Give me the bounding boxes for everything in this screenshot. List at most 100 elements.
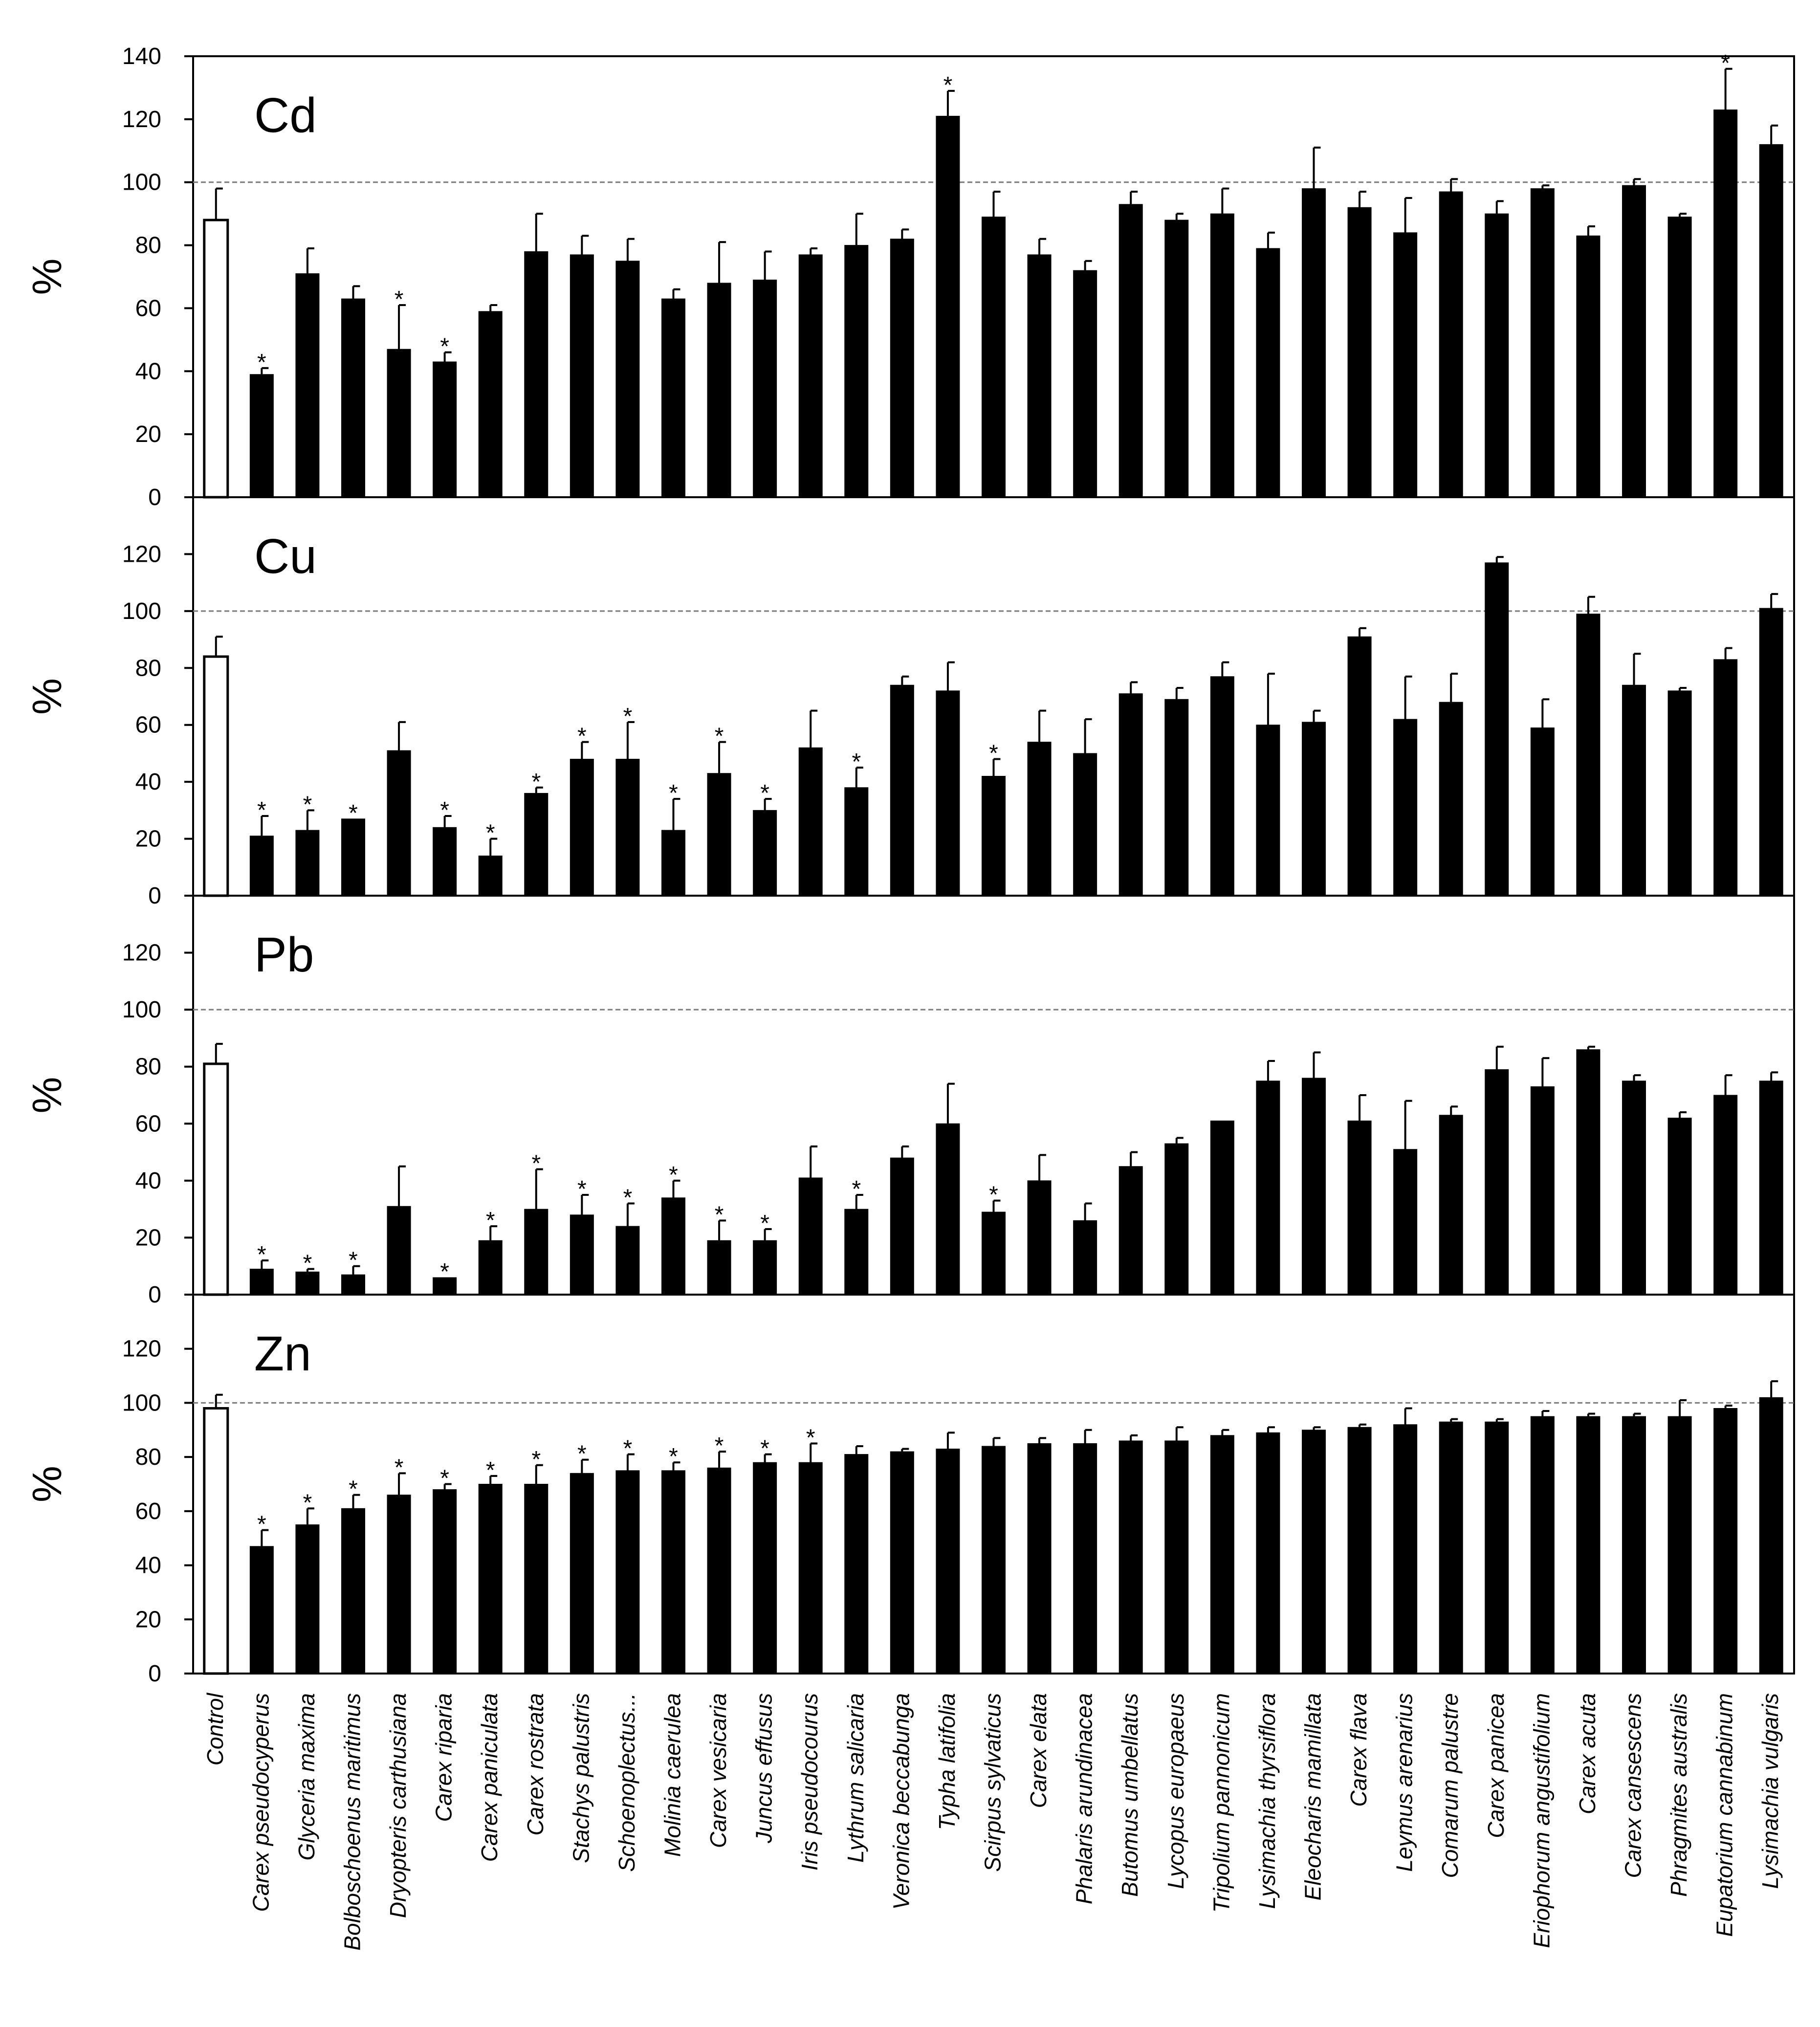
bar-Pb-19 <box>1073 1220 1097 1295</box>
y-tick-label-Zn-20: 20 <box>135 1607 161 1632</box>
significance-marker-Zn-1: * <box>257 1512 266 1538</box>
significance-marker-Cu-6: * <box>486 820 495 846</box>
bar-Pb-31 <box>1622 1080 1646 1295</box>
bar-Zn-4 <box>387 1495 411 1674</box>
significance-marker-Zn-13: * <box>806 1425 815 1451</box>
bar-Pb-15 <box>890 1157 914 1295</box>
category-label-20: Butomus umbellatus <box>1117 1693 1142 1897</box>
bar-Pb-10 <box>661 1197 685 1295</box>
bar-Zn-3 <box>341 1508 365 1674</box>
significance-marker-Cu-3: * <box>349 800 358 826</box>
category-label-22: Tripolium pannonicum <box>1208 1693 1234 1913</box>
bar-Zn-19 <box>1073 1443 1097 1674</box>
category-label-1: Carex pseudocyperus <box>248 1693 273 1912</box>
y-tick-label-Cd-80: 80 <box>135 233 161 259</box>
bar-Cd-29 <box>1530 188 1555 498</box>
bar-Zn-34 <box>1759 1397 1783 1674</box>
bar-Cu-6 <box>478 856 503 896</box>
bar-Cu-32 <box>1667 690 1692 896</box>
significance-marker-Zn-6: * <box>486 1457 495 1483</box>
bar-Zn-15 <box>890 1451 914 1674</box>
bar-Cu-20 <box>1118 693 1143 896</box>
bar-Zn-1 <box>249 1546 274 1674</box>
bar-Zn-24 <box>1302 1430 1326 1674</box>
category-label-15: Veronica beccabunga <box>888 1693 914 1910</box>
bar-Pb-27 <box>1439 1115 1463 1295</box>
significance-marker-Cu-12: * <box>760 780 769 806</box>
bar-Cu-9 <box>615 759 640 896</box>
category-label-12: Juncus effusus <box>751 1693 777 1844</box>
y-tick-label-Cu-40: 40 <box>135 769 161 795</box>
significance-marker-Cd-16: * <box>943 72 953 98</box>
category-label-26: Leymus arenarius <box>1392 1693 1417 1872</box>
bar-Zn-9 <box>615 1470 640 1674</box>
significance-marker-Zn-9: * <box>623 1436 633 1462</box>
y-tick-label-Pb-60: 60 <box>135 1111 161 1137</box>
bar-Zn-17 <box>982 1446 1006 1674</box>
bar-Zn-29 <box>1530 1416 1555 1674</box>
category-label-28: Carex panicea <box>1483 1693 1509 1838</box>
category-label-3: Bolboschoenus maritimus <box>340 1693 365 1951</box>
bar-Cu-2 <box>295 830 320 896</box>
bar-Cd-15 <box>890 239 914 498</box>
y-tick-label-Zn-0: 0 <box>148 1661 161 1687</box>
bar-Cd-24 <box>1302 188 1326 498</box>
bar-Cd-26 <box>1393 232 1418 498</box>
bar-Cu-22 <box>1210 676 1234 896</box>
bar-Cu-8 <box>570 759 594 896</box>
bar-Cd-0 <box>203 219 229 499</box>
bar-Pb-29 <box>1530 1086 1555 1295</box>
bar-Pb-18 <box>1027 1180 1052 1295</box>
bar-Cd-9 <box>615 261 640 498</box>
category-label-2: Glyceria maxima <box>294 1693 319 1861</box>
bar-Cu-0 <box>203 655 229 897</box>
bar-Pb-3 <box>341 1274 365 1295</box>
bar-Zn-23 <box>1256 1432 1280 1674</box>
significance-marker-Cu-17: * <box>989 741 998 767</box>
bar-Cd-28 <box>1485 213 1509 498</box>
bar-Cd-2 <box>295 273 320 498</box>
category-label-33: Eupatorium cannabinum <box>1712 1693 1737 1937</box>
y-tick-label-Cu-80: 80 <box>135 655 161 681</box>
category-label-16: Typha latifolia <box>934 1693 960 1830</box>
category-label-11: Carex vesicaria <box>705 1693 731 1848</box>
bar-Cd-27 <box>1439 191 1463 498</box>
bar-Pb-9 <box>615 1226 640 1295</box>
bar-Cu-5 <box>433 827 457 896</box>
bar-Cd-3 <box>341 298 365 498</box>
bar-Cu-15 <box>890 684 914 896</box>
y-tick-label-Zn-80: 80 <box>135 1444 161 1470</box>
y-tick-label-Cd-40: 40 <box>135 358 161 384</box>
y-tick-label-Pb-120: 120 <box>122 940 161 966</box>
y-tick-label-Pb-20: 20 <box>135 1225 161 1251</box>
bar-Pb-24 <box>1302 1078 1326 1295</box>
chart-layer: 0 20 40 60 80 100 120 140% Cd * * * * * 0 20 40 60 80 100 12… <box>24 44 1795 1951</box>
y-tick-label-Cd-120: 120 <box>122 107 161 132</box>
bar-Zn-26 <box>1393 1424 1418 1674</box>
bar-Cu-23 <box>1256 725 1280 896</box>
bar-Pb-28 <box>1485 1069 1509 1295</box>
y-tick-label-Cd-100: 100 <box>122 170 161 196</box>
bar-Cu-18 <box>1027 742 1052 896</box>
significance-marker-Pb-9: * <box>623 1185 633 1211</box>
bar-Cu-16 <box>936 690 960 896</box>
y-tick-label-Zn-120: 120 <box>122 1336 161 1362</box>
significance-marker-Pb-10: * <box>669 1162 678 1188</box>
y-tick-label-Pb-40: 40 <box>135 1168 161 1194</box>
bar-Cd-16 <box>936 115 960 498</box>
panel-label-Cd: Cd <box>254 88 317 143</box>
bar-Cd-21 <box>1164 220 1189 498</box>
bar-Pb-6 <box>478 1240 503 1295</box>
category-label-27: Comarum palustre <box>1437 1693 1463 1878</box>
bar-Zn-0 <box>203 1407 229 1675</box>
bar-Cd-5 <box>433 361 457 498</box>
y-tick-label-Cd-0: 0 <box>148 485 161 510</box>
category-label-4: Dryopteris carthusiana <box>385 1693 411 1918</box>
bar-Cd-17 <box>982 217 1006 498</box>
significance-marker-Zn-4: * <box>395 1454 404 1480</box>
bar-Zn-21 <box>1164 1440 1189 1674</box>
bar-Pb-23 <box>1256 1080 1280 1295</box>
bar-Cd-8 <box>570 254 594 498</box>
bar-Pb-0 <box>203 1062 229 1296</box>
